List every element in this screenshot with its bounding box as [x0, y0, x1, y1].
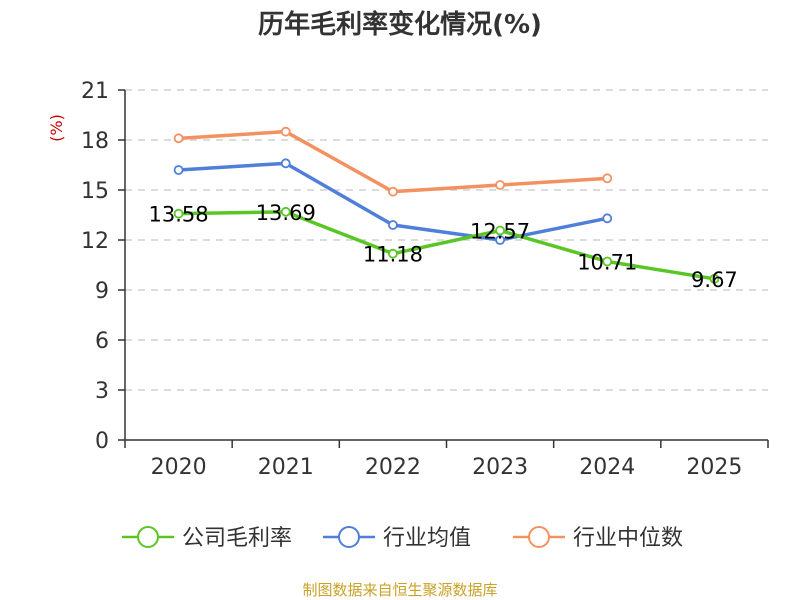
x-tick-label: 2024 [579, 455, 635, 480]
series-layer [173, 126, 720, 284]
x-tick-label: 2022 [365, 455, 421, 480]
series-line-3 [176, 129, 609, 194]
data-label: 10.71 [577, 251, 637, 275]
y-tick-label: 9 [95, 279, 109, 304]
legend-marker-3 [528, 526, 550, 548]
data-label-layer: 13.58 13.69 11.18 12.57 10.71 9.67 [149, 201, 738, 292]
data-point-3 [280, 126, 291, 137]
data-point-1 [173, 208, 184, 219]
y-tick-label: 15 [81, 179, 109, 204]
data-point-2 [388, 220, 398, 230]
legend-label-3: 行业中位数 [573, 526, 683, 551]
data-point-2 [495, 235, 505, 245]
legend: 公司毛利率 行业均值 行业中位数 [122, 526, 683, 551]
data-label: 13.69 [256, 201, 316, 225]
data-point-3 [173, 133, 184, 144]
data-label: 13.58 [149, 203, 209, 227]
data-point-1 [602, 256, 613, 267]
y-tick-label: 12 [81, 229, 109, 254]
data-point-2 [173, 165, 184, 175]
y-tick-label: 6 [95, 329, 109, 354]
grid-layer [125, 89, 768, 391]
chart-title: 历年毛利率变化情况(%) [258, 9, 542, 40]
axis-layer: 0 3 6 9 12 15 18 21 2020 2021 2022 2023 2024 2025 [81, 79, 769, 480]
data-point-2 [602, 213, 613, 224]
data-label: 12.57 [470, 220, 530, 244]
y-tick-label: 0 [95, 429, 109, 454]
legend-label-2: 行业均值 [383, 526, 471, 551]
data-point-1 [495, 225, 505, 236]
x-tick-label: 2025 [686, 455, 742, 480]
data-label: 9.67 [691, 268, 738, 292]
series-line-1 [176, 210, 717, 281]
data-point-2 [280, 158, 291, 169]
legend-marker-2 [338, 526, 360, 548]
y-tick-label: 21 [81, 79, 109, 104]
data-point-1 [280, 206, 291, 217]
data-point-1 [388, 248, 398, 259]
y-axis-label: (%) [47, 114, 66, 142]
source-note: 制图数据来自恒生聚源数据库 [302, 581, 497, 599]
data-label: 11.18 [363, 243, 423, 267]
y-tick-label: 18 [81, 129, 109, 154]
legend-label-1: 公司毛利率 [182, 526, 292, 551]
legend-marker-1 [137, 526, 159, 548]
data-point-3 [602, 173, 613, 184]
data-point-1 [709, 273, 720, 284]
x-tick-label: 2020 [151, 455, 207, 480]
data-point-3 [495, 180, 505, 190]
y-tick-label: 3 [95, 379, 109, 404]
x-tick-label: 2023 [472, 455, 528, 480]
x-tick-label: 2021 [258, 455, 314, 480]
data-point-3 [388, 186, 398, 197]
